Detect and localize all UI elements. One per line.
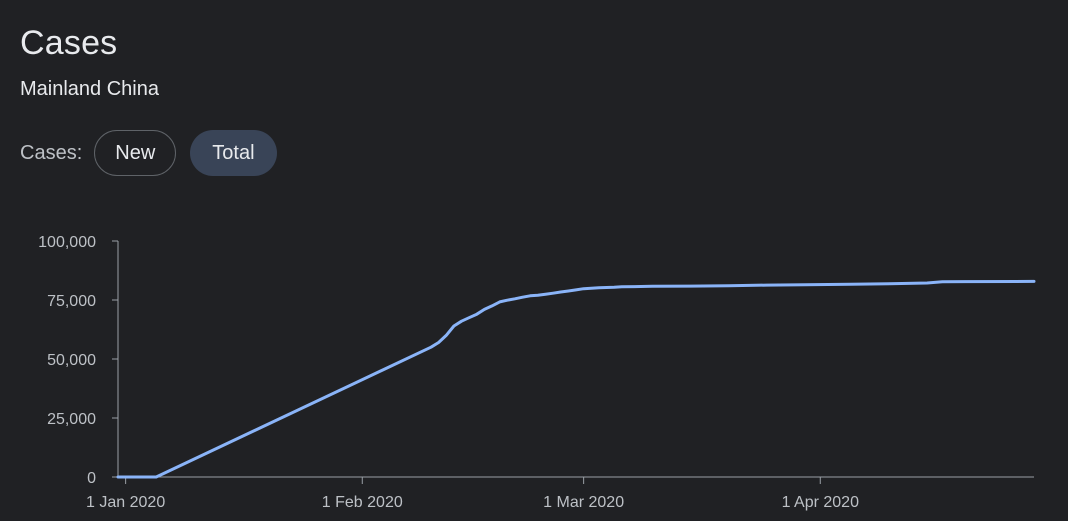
x-tick-label: 1 Feb 2020 bbox=[322, 494, 403, 511]
x-tick-label: 1 Jan 2020 bbox=[86, 494, 165, 511]
x-axis: 1 Jan 2020 1 Feb 2020 1 Mar 2020 1 Apr 2020 bbox=[86, 476, 1034, 511]
cases-toggle-label: Cases: bbox=[20, 141, 83, 164]
y-axis: 0 25,000 50,000 75,000 100,000 bbox=[38, 234, 119, 487]
series-group bbox=[116, 279, 1036, 479]
y-tick-label: 25,000 bbox=[47, 411, 96, 428]
page-title: Cases bbox=[20, 24, 118, 62]
x-tick-label: 1 Mar 2020 bbox=[543, 494, 624, 511]
y-tick-label: 0 bbox=[87, 470, 96, 487]
x-tick-label: 1 Apr 2020 bbox=[782, 494, 860, 511]
y-tick-label: 75,000 bbox=[47, 293, 96, 310]
region-subtitle: Mainland China bbox=[20, 78, 159, 100]
total-cases-line bbox=[116, 279, 1036, 479]
chart-card: Cases Mainland China Cases: New Total bbox=[10, 10, 1066, 521]
cases-toggle-group: Cases: New Total bbox=[20, 128, 291, 178]
y-tick-label: 100,000 bbox=[38, 234, 96, 251]
new-cases-button[interactable]: New bbox=[94, 130, 177, 176]
total-cases-button[interactable]: Total bbox=[190, 130, 277, 176]
y-tick-label: 50,000 bbox=[47, 352, 96, 369]
